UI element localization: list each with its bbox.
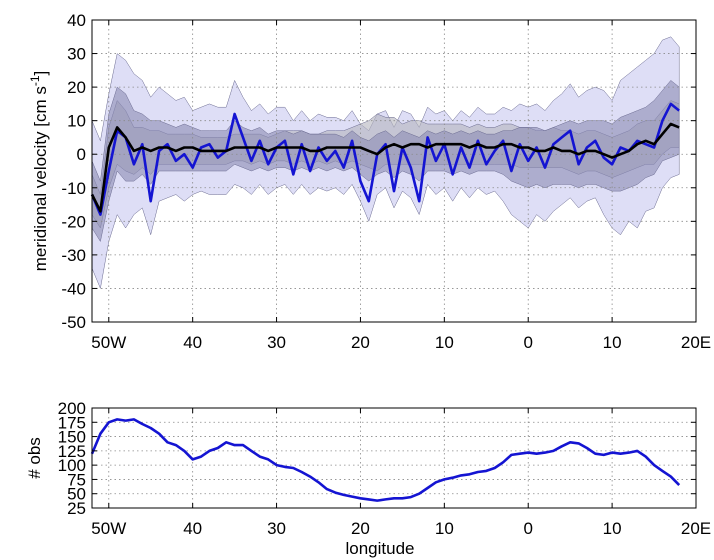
- x-tick-label: 40: [183, 519, 202, 538]
- y-tick-label: -20: [61, 212, 86, 231]
- y-tick-label: 30: [67, 45, 86, 64]
- x-tick-label: 30: [267, 519, 286, 538]
- y-tick-label: 50: [67, 485, 86, 504]
- x-tick-label: 10: [603, 333, 622, 352]
- x-tick-label: 40: [183, 333, 202, 352]
- x-tick-label: 30: [267, 333, 286, 352]
- y-tick-label: 125: [58, 442, 86, 461]
- y-tick-label: -40: [61, 279, 86, 298]
- plot-frame: [91, 19, 697, 323]
- uncertainty-bands: [91, 36, 680, 290]
- y-tick-label: 100: [58, 456, 86, 475]
- x-tick-labels: 50W 40 30 20 10 0 10 20E: [91, 20, 711, 352]
- y-tick-label: 40: [67, 11, 86, 30]
- series-line-0: [90, 418, 681, 502]
- y-axis-label: meridional velocity [cm s-1]: [28, 71, 50, 272]
- plot-frame: [91, 407, 697, 509]
- series-lines: [90, 102, 681, 216]
- x-tick-label: 10: [603, 519, 622, 538]
- x-tick-labels: 50W 40 30 20 10 0 10 20E: [91, 408, 711, 538]
- x-tick-label: 50W: [91, 519, 126, 538]
- y-tick-label: 200: [58, 399, 86, 418]
- y-tick-label: -30: [61, 246, 86, 265]
- grid-lines: [92, 20, 696, 322]
- x-tick-label: 10: [435, 333, 454, 352]
- y-tick-label: 150: [58, 428, 86, 447]
- velocity-panel: -50 -40 -30 -20 -10 0 10 20 30 40 50W 40 30 20 10 0 10 2…: [28, 11, 711, 352]
- x-tick-label: 0: [523, 519, 532, 538]
- y-tick-label: 10: [67, 112, 86, 131]
- grid-lines: [92, 408, 696, 508]
- x-tick-label: 20: [351, 333, 370, 352]
- x-tick-label: 50W: [91, 333, 126, 352]
- y-tick-label: 20: [67, 78, 86, 97]
- x-tick-label: 20E: [681, 333, 711, 352]
- y-tick-label: 75: [67, 470, 86, 489]
- series-line-0: [90, 102, 681, 216]
- series-line-1: [90, 122, 680, 213]
- y-axis-label: # obs: [25, 437, 44, 479]
- x-tick-label: 20: [351, 519, 370, 538]
- y-tick-label: 175: [58, 413, 86, 432]
- band-4: [91, 80, 680, 243]
- x-axis-label: longitude: [345, 539, 414, 558]
- x-tick-label: 0: [523, 333, 532, 352]
- y-tick-label: 25: [67, 499, 86, 518]
- y-tick-label: -50: [61, 313, 86, 332]
- x-tick-label: 20E: [681, 519, 711, 538]
- x-tick-label: 10: [435, 519, 454, 538]
- y-tick-label: 0: [77, 145, 86, 164]
- y-tick-labels: -50 -40 -30 -20 -10 0 10 20 30 40: [61, 11, 696, 332]
- y-tick-label: -10: [61, 179, 86, 198]
- series-lines: [90, 418, 681, 502]
